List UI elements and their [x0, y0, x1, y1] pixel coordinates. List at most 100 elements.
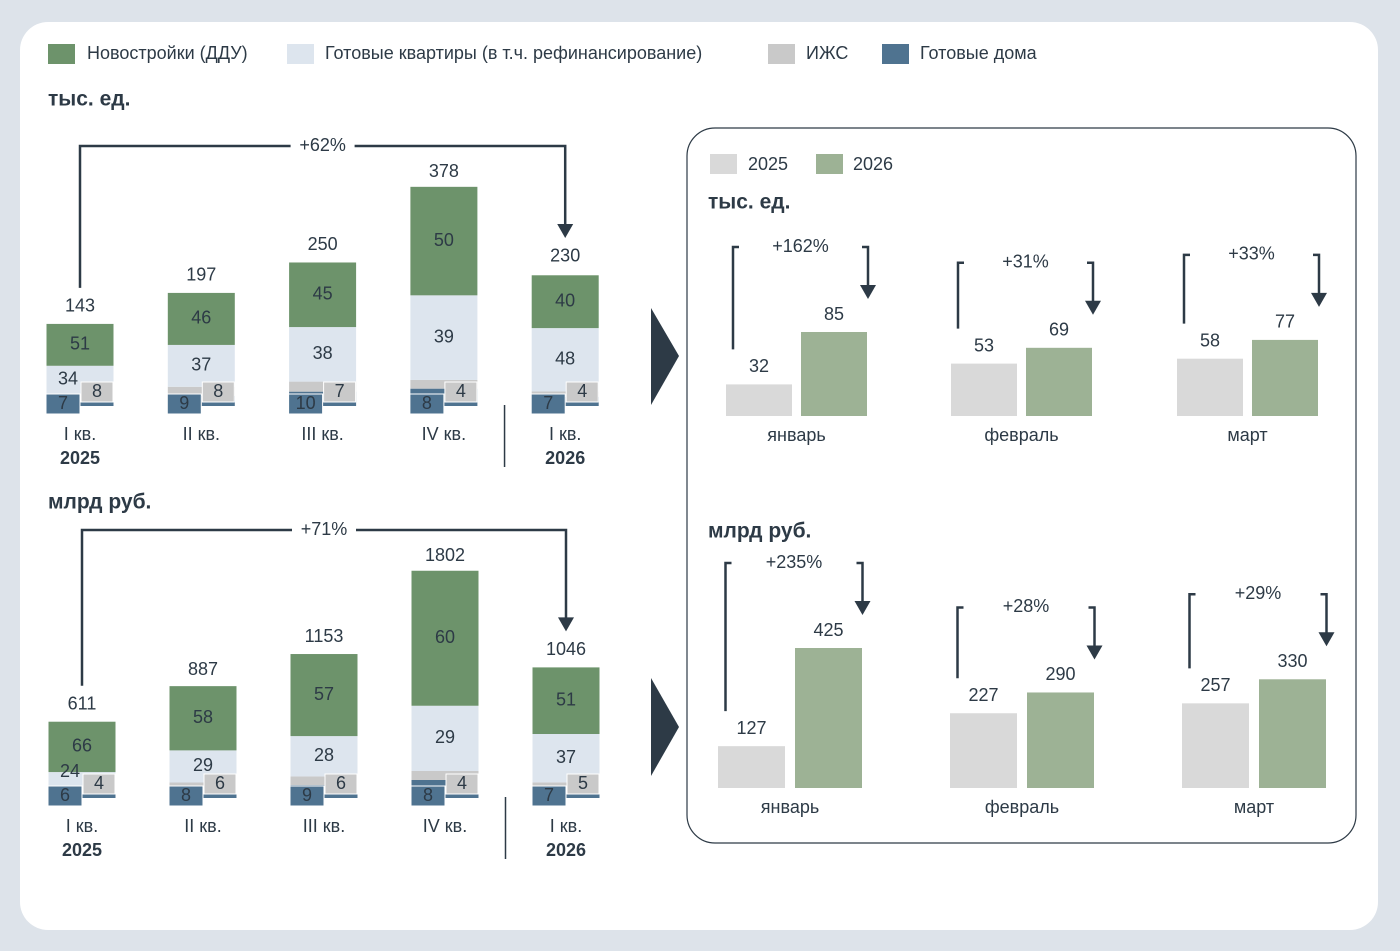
growth-label: +162% — [772, 236, 829, 256]
segment-label: 6 — [336, 773, 346, 793]
bar-segment — [531, 275, 599, 329]
category-label: IV кв. — [423, 816, 467, 836]
tag — [566, 773, 600, 795]
segment-label: 39 — [434, 326, 454, 346]
bar-segment — [411, 570, 479, 706]
bar-segment — [169, 686, 237, 751]
bracket — [862, 245, 870, 289]
legend-label: Готовые дома — [920, 43, 1038, 63]
arrow-head — [557, 223, 574, 238]
growth-label: +31% — [1002, 252, 1049, 272]
segment-label: 6 — [60, 785, 70, 805]
monthly-panel — [686, 127, 1357, 844]
legend-label: 2025 — [748, 154, 788, 174]
bar-segment — [167, 292, 235, 345]
bar — [718, 746, 785, 788]
bracket — [856, 561, 864, 605]
tag — [565, 381, 599, 403]
arrow-head — [860, 285, 876, 299]
value-label: 330 — [1277, 651, 1307, 671]
category-label: I кв. — [64, 424, 96, 444]
segment-label: 48 — [555, 349, 575, 369]
category-label: I кв. — [549, 424, 581, 444]
bar — [801, 332, 867, 416]
tag — [201, 381, 235, 403]
bar — [795, 648, 862, 788]
tag — [203, 773, 237, 795]
segment-label: 38 — [313, 343, 333, 363]
bar — [1252, 339, 1318, 416]
segment-label: 8 — [423, 785, 433, 805]
bar — [1182, 703, 1249, 788]
value-label: 77 — [1275, 312, 1295, 332]
tag — [289, 785, 325, 807]
bar-segment — [531, 328, 599, 392]
segment-label: 4 — [456, 381, 466, 401]
tag — [530, 393, 566, 415]
tag — [45, 393, 81, 415]
total-label: 611 — [68, 693, 97, 713]
category-label: III кв. — [303, 816, 345, 836]
segment-label: 7 — [544, 785, 554, 805]
category-label: IV кв. — [422, 424, 466, 444]
tag — [80, 381, 114, 403]
growth-label: +33% — [1228, 244, 1275, 264]
category-label: февраль — [985, 797, 1059, 817]
segment-label: 8 — [213, 381, 223, 401]
growth-label: +28% — [1003, 596, 1050, 616]
bar-segment — [48, 721, 116, 773]
segment-label: 37 — [191, 355, 211, 375]
tag — [323, 381, 357, 403]
legend-swatch — [710, 154, 737, 174]
bracket — [1088, 606, 1096, 650]
segment-label: 6 — [215, 773, 225, 793]
segment-label: 40 — [555, 290, 575, 310]
growth-label: +71% — [301, 519, 348, 539]
value-label: 227 — [968, 685, 998, 705]
segment-label: 46 — [191, 308, 211, 328]
category-label: I кв. — [66, 816, 98, 836]
bar-segment — [167, 344, 235, 387]
year-label: 2025 — [62, 840, 102, 860]
arrow-head — [1085, 300, 1101, 315]
tag — [409, 393, 445, 415]
bracket — [724, 561, 732, 712]
total-label: 143 — [65, 296, 95, 316]
bar — [950, 713, 1017, 788]
bar-segment — [290, 736, 358, 777]
segment-label: 45 — [313, 284, 333, 304]
legend-swatch — [882, 44, 909, 64]
bar-segment — [290, 654, 358, 737]
unit-label: тыс. ед. — [708, 191, 790, 214]
growth-label: +29% — [1235, 583, 1282, 603]
segment-label: 4 — [94, 773, 104, 793]
segment-label: 28 — [314, 745, 334, 765]
year-label: 2026 — [545, 448, 585, 468]
category-label: III кв. — [301, 424, 343, 444]
segment-label: 60 — [435, 627, 455, 647]
bar — [1026, 347, 1092, 416]
value-label: 425 — [813, 620, 843, 640]
growth-label: +235% — [766, 552, 823, 572]
total-label: 1046 — [546, 639, 586, 659]
value-label: 69 — [1049, 320, 1069, 340]
arrow-head — [558, 617, 574, 632]
tag — [47, 785, 83, 807]
legend-swatch — [816, 154, 843, 174]
year-label: 2025 — [60, 448, 100, 468]
value-label: 127 — [736, 718, 766, 738]
tag — [444, 381, 478, 403]
bracket — [956, 606, 964, 679]
total-label: 197 — [186, 265, 216, 285]
total-label: 887 — [188, 659, 218, 679]
bracket — [956, 261, 964, 329]
segment-label: 34 — [58, 368, 78, 388]
bracket — [731, 245, 739, 350]
value-label: 85 — [824, 304, 844, 324]
value-label: 290 — [1045, 664, 1075, 684]
segment-label: 7 — [335, 381, 345, 401]
category-label: январь — [767, 425, 825, 445]
bar — [726, 384, 792, 416]
segment-label: 7 — [543, 393, 553, 413]
segment-label: 29 — [435, 727, 455, 747]
